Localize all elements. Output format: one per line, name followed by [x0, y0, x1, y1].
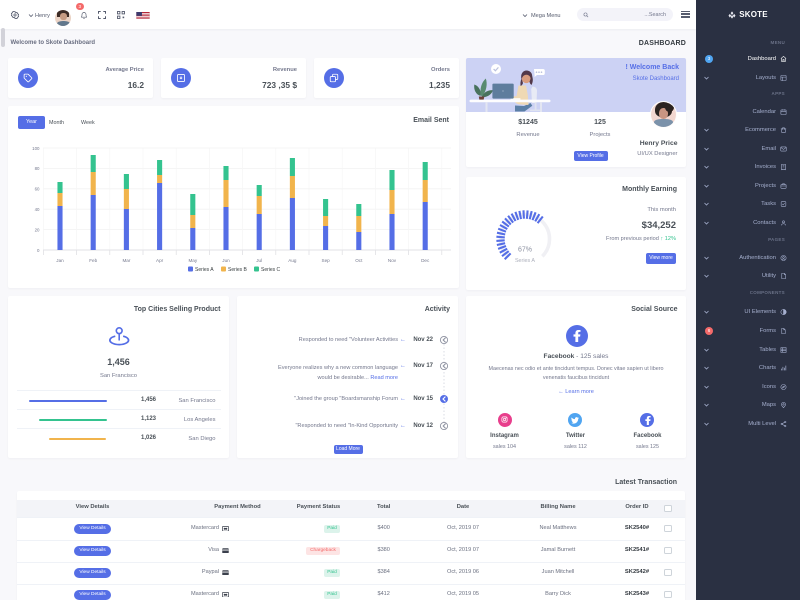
svg-text:Series B: Series B: [228, 267, 248, 273]
svg-text:May: May: [188, 258, 197, 263]
svg-text:100: 100: [32, 146, 40, 151]
svg-text:Jun: Jun: [222, 258, 230, 263]
svg-text:60: 60: [35, 187, 40, 192]
svg-text:40: 40: [35, 207, 40, 212]
svg-text:Sep: Sep: [322, 258, 331, 263]
svg-text:Aug: Aug: [288, 258, 297, 263]
svg-text:Dec: Dec: [421, 258, 430, 263]
svg-text:Nov: Nov: [388, 258, 397, 263]
svg-text:Apr: Apr: [156, 258, 164, 263]
svg-text:67%: 67%: [518, 247, 532, 254]
svg-text:20: 20: [35, 227, 40, 232]
svg-text:Feb: Feb: [89, 258, 97, 263]
svg-text:Series A: Series A: [195, 267, 214, 273]
svg-text:Mar: Mar: [122, 258, 130, 263]
svg-text:Jan: Jan: [56, 258, 64, 263]
svg-text:0: 0: [37, 248, 40, 253]
svg-text:Jul: Jul: [256, 258, 262, 263]
svg-text:Series C: Series C: [261, 267, 281, 273]
svg-text:Oct: Oct: [355, 258, 363, 263]
svg-text:Series A: Series A: [515, 258, 535, 264]
svg-text:80: 80: [35, 166, 40, 171]
